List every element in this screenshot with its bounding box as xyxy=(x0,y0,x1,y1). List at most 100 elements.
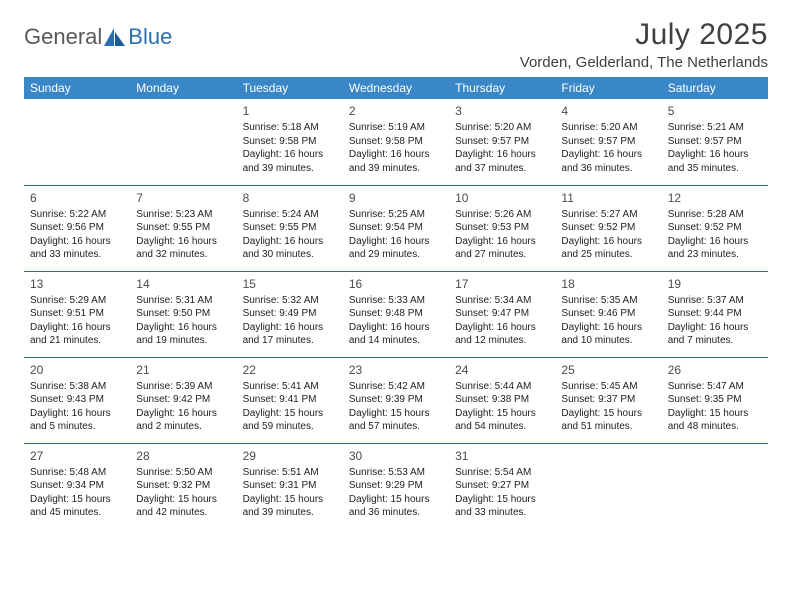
calendar-day-cell xyxy=(130,99,236,185)
sunrise-line: Sunrise: 5:28 AM xyxy=(668,208,762,222)
day-number: 15 xyxy=(243,276,337,292)
sunset-line: Sunset: 9:27 PM xyxy=(455,479,549,493)
day-number: 26 xyxy=(668,362,762,378)
day-number: 31 xyxy=(455,448,549,464)
day-number: 11 xyxy=(561,190,655,206)
daylight-line: Daylight: 16 hours and 32 minutes. xyxy=(136,235,230,262)
sunset-line: Sunset: 9:42 PM xyxy=(136,393,230,407)
day-number: 5 xyxy=(668,103,762,119)
calendar-day-cell: 24Sunrise: 5:44 AMSunset: 9:38 PMDayligh… xyxy=(449,357,555,443)
daylight-line: Daylight: 16 hours and 37 minutes. xyxy=(455,148,549,175)
sunrise-line: Sunrise: 5:44 AM xyxy=(455,380,549,394)
sunset-line: Sunset: 9:41 PM xyxy=(243,393,337,407)
sunset-line: Sunset: 9:39 PM xyxy=(349,393,443,407)
sunset-line: Sunset: 9:58 PM xyxy=(243,135,337,149)
calendar-week-row: 27Sunrise: 5:48 AMSunset: 9:34 PMDayligh… xyxy=(24,443,768,529)
daylight-line: Daylight: 15 hours and 33 minutes. xyxy=(455,493,549,520)
calendar-day-cell: 25Sunrise: 5:45 AMSunset: 9:37 PMDayligh… xyxy=(555,357,661,443)
daylight-line: Daylight: 15 hours and 57 minutes. xyxy=(349,407,443,434)
calendar-day-cell: 7Sunrise: 5:23 AMSunset: 9:55 PMDaylight… xyxy=(130,185,236,271)
calendar-day-cell: 17Sunrise: 5:34 AMSunset: 9:47 PMDayligh… xyxy=(449,271,555,357)
logo-text-blue: Blue xyxy=(128,24,172,50)
sunrise-line: Sunrise: 5:47 AM xyxy=(668,380,762,394)
title-block: July 2025 Vorden, Gelderland, The Nether… xyxy=(520,18,768,71)
day-number: 22 xyxy=(243,362,337,378)
calendar-day-cell: 9Sunrise: 5:25 AMSunset: 9:54 PMDaylight… xyxy=(343,185,449,271)
daylight-line: Daylight: 16 hours and 17 minutes. xyxy=(243,321,337,348)
calendar-table: SundayMondayTuesdayWednesdayThursdayFrid… xyxy=(24,77,768,529)
calendar-day-cell: 15Sunrise: 5:32 AMSunset: 9:49 PMDayligh… xyxy=(237,271,343,357)
day-number: 25 xyxy=(561,362,655,378)
day-number: 16 xyxy=(349,276,443,292)
daylight-line: Daylight: 16 hours and 5 minutes. xyxy=(30,407,124,434)
weekday-header: Friday xyxy=(555,77,661,99)
daylight-line: Daylight: 16 hours and 30 minutes. xyxy=(243,235,337,262)
daylight-line: Daylight: 15 hours and 42 minutes. xyxy=(136,493,230,520)
calendar-week-row: 6Sunrise: 5:22 AMSunset: 9:56 PMDaylight… xyxy=(24,185,768,271)
header: General Blue July 2025 Vorden, Gelderlan… xyxy=(24,18,768,71)
sunset-line: Sunset: 9:52 PM xyxy=(561,221,655,235)
weekday-header: Tuesday xyxy=(237,77,343,99)
day-number: 4 xyxy=(561,103,655,119)
day-number: 7 xyxy=(136,190,230,206)
calendar-day-cell: 27Sunrise: 5:48 AMSunset: 9:34 PMDayligh… xyxy=(24,443,130,529)
day-number: 14 xyxy=(136,276,230,292)
sunrise-line: Sunrise: 5:21 AM xyxy=(668,121,762,135)
calendar-day-cell: 4Sunrise: 5:20 AMSunset: 9:57 PMDaylight… xyxy=(555,99,661,185)
day-number: 10 xyxy=(455,190,549,206)
weekday-header: Sunday xyxy=(24,77,130,99)
day-number: 13 xyxy=(30,276,124,292)
day-number: 18 xyxy=(561,276,655,292)
calendar-day-cell: 22Sunrise: 5:41 AMSunset: 9:41 PMDayligh… xyxy=(237,357,343,443)
daylight-line: Daylight: 16 hours and 33 minutes. xyxy=(30,235,124,262)
sunset-line: Sunset: 9:57 PM xyxy=(561,135,655,149)
day-number: 8 xyxy=(243,190,337,206)
sunset-line: Sunset: 9:56 PM xyxy=(30,221,124,235)
logo: General Blue xyxy=(24,24,172,50)
daylight-line: Daylight: 16 hours and 23 minutes. xyxy=(668,235,762,262)
day-number: 3 xyxy=(455,103,549,119)
daylight-line: Daylight: 16 hours and 25 minutes. xyxy=(561,235,655,262)
month-title: July 2025 xyxy=(520,18,768,52)
sunset-line: Sunset: 9:38 PM xyxy=(455,393,549,407)
sunrise-line: Sunrise: 5:22 AM xyxy=(30,208,124,222)
sunset-line: Sunset: 9:29 PM xyxy=(349,479,443,493)
sunset-line: Sunset: 9:43 PM xyxy=(30,393,124,407)
daylight-line: Daylight: 16 hours and 27 minutes. xyxy=(455,235,549,262)
daylight-line: Daylight: 15 hours and 36 minutes. xyxy=(349,493,443,520)
daylight-line: Daylight: 15 hours and 45 minutes. xyxy=(30,493,124,520)
daylight-line: Daylight: 16 hours and 10 minutes. xyxy=(561,321,655,348)
sunset-line: Sunset: 9:58 PM xyxy=(349,135,443,149)
calendar-day-cell: 18Sunrise: 5:35 AMSunset: 9:46 PMDayligh… xyxy=(555,271,661,357)
daylight-line: Daylight: 15 hours and 48 minutes. xyxy=(668,407,762,434)
day-number: 28 xyxy=(136,448,230,464)
calendar-day-cell: 3Sunrise: 5:20 AMSunset: 9:57 PMDaylight… xyxy=(449,99,555,185)
calendar-page: General Blue July 2025 Vorden, Gelderlan… xyxy=(0,0,792,547)
sunrise-line: Sunrise: 5:39 AM xyxy=(136,380,230,394)
sunrise-line: Sunrise: 5:35 AM xyxy=(561,294,655,308)
calendar-day-cell: 12Sunrise: 5:28 AMSunset: 9:52 PMDayligh… xyxy=(662,185,768,271)
sunrise-line: Sunrise: 5:45 AM xyxy=(561,380,655,394)
daylight-line: Daylight: 16 hours and 19 minutes. xyxy=(136,321,230,348)
sunrise-line: Sunrise: 5:48 AM xyxy=(30,466,124,480)
sunset-line: Sunset: 9:48 PM xyxy=(349,307,443,321)
sunset-line: Sunset: 9:55 PM xyxy=(136,221,230,235)
calendar-day-cell: 23Sunrise: 5:42 AMSunset: 9:39 PMDayligh… xyxy=(343,357,449,443)
daylight-line: Daylight: 16 hours and 29 minutes. xyxy=(349,235,443,262)
day-number: 27 xyxy=(30,448,124,464)
daylight-line: Daylight: 16 hours and 39 minutes. xyxy=(349,148,443,175)
calendar-day-cell: 14Sunrise: 5:31 AMSunset: 9:50 PMDayligh… xyxy=(130,271,236,357)
calendar-day-cell: 6Sunrise: 5:22 AMSunset: 9:56 PMDaylight… xyxy=(24,185,130,271)
day-number: 23 xyxy=(349,362,443,378)
sunrise-line: Sunrise: 5:54 AM xyxy=(455,466,549,480)
sunset-line: Sunset: 9:57 PM xyxy=(455,135,549,149)
calendar-week-row: 13Sunrise: 5:29 AMSunset: 9:51 PMDayligh… xyxy=(24,271,768,357)
weekday-header: Monday xyxy=(130,77,236,99)
logo-sail-icon xyxy=(104,28,126,46)
sunrise-line: Sunrise: 5:26 AM xyxy=(455,208,549,222)
daylight-line: Daylight: 16 hours and 12 minutes. xyxy=(455,321,549,348)
day-number: 1 xyxy=(243,103,337,119)
day-number: 20 xyxy=(30,362,124,378)
sunrise-line: Sunrise: 5:31 AM xyxy=(136,294,230,308)
sunrise-line: Sunrise: 5:51 AM xyxy=(243,466,337,480)
